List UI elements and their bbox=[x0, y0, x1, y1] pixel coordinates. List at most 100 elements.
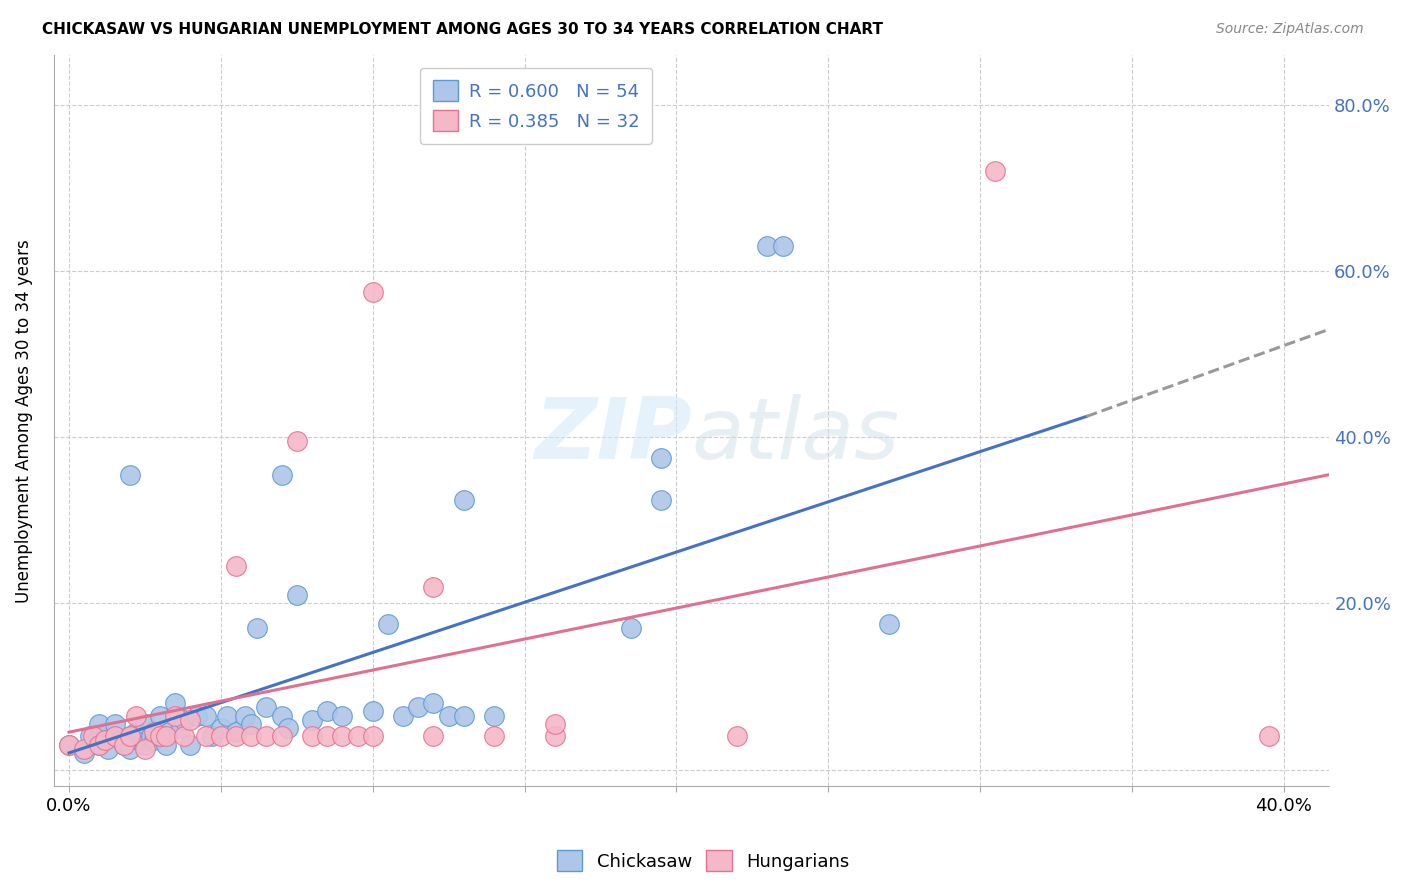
Point bbox=[285, 588, 308, 602]
Point bbox=[173, 713, 195, 727]
Point bbox=[118, 729, 141, 743]
Point bbox=[725, 729, 748, 743]
Point bbox=[155, 738, 177, 752]
Point bbox=[112, 738, 135, 752]
Point bbox=[225, 725, 247, 739]
Point bbox=[165, 708, 187, 723]
Point bbox=[392, 708, 415, 723]
Point bbox=[89, 738, 111, 752]
Point bbox=[73, 746, 96, 760]
Point bbox=[58, 738, 80, 752]
Point bbox=[201, 729, 224, 743]
Point bbox=[422, 729, 444, 743]
Point bbox=[186, 708, 208, 723]
Point bbox=[984, 164, 1007, 178]
Point bbox=[482, 729, 505, 743]
Legend: Chickasaw, Hungarians: Chickasaw, Hungarians bbox=[550, 843, 856, 879]
Point bbox=[179, 713, 201, 727]
Point bbox=[406, 700, 429, 714]
Point bbox=[97, 741, 120, 756]
Point bbox=[73, 741, 96, 756]
Point bbox=[128, 733, 150, 747]
Point bbox=[877, 617, 900, 632]
Point bbox=[482, 708, 505, 723]
Point bbox=[437, 708, 460, 723]
Point bbox=[179, 738, 201, 752]
Point bbox=[422, 696, 444, 710]
Point bbox=[103, 729, 125, 743]
Point bbox=[361, 285, 384, 299]
Point bbox=[620, 621, 643, 635]
Point bbox=[361, 729, 384, 743]
Point bbox=[155, 729, 177, 743]
Point bbox=[544, 716, 567, 731]
Point bbox=[82, 729, 104, 743]
Point bbox=[330, 708, 353, 723]
Point bbox=[118, 741, 141, 756]
Point bbox=[143, 733, 166, 747]
Point bbox=[301, 713, 323, 727]
Point bbox=[254, 729, 277, 743]
Point bbox=[215, 708, 238, 723]
Point bbox=[316, 729, 339, 743]
Point bbox=[170, 721, 193, 735]
Point bbox=[134, 741, 156, 756]
Point bbox=[103, 729, 125, 743]
Point bbox=[94, 733, 117, 747]
Point bbox=[209, 729, 232, 743]
Point bbox=[270, 467, 292, 482]
Point bbox=[453, 708, 475, 723]
Point bbox=[301, 729, 323, 743]
Y-axis label: Unemployment Among Ages 30 to 34 years: Unemployment Among Ages 30 to 34 years bbox=[15, 239, 32, 602]
Point bbox=[422, 580, 444, 594]
Point bbox=[453, 492, 475, 507]
Point bbox=[233, 708, 256, 723]
Point bbox=[246, 621, 269, 635]
Point bbox=[165, 696, 187, 710]
Point bbox=[330, 729, 353, 743]
Point bbox=[143, 725, 166, 739]
Point bbox=[134, 716, 156, 731]
Point bbox=[194, 729, 217, 743]
Point bbox=[270, 729, 292, 743]
Point bbox=[58, 738, 80, 752]
Point bbox=[125, 725, 148, 739]
Point bbox=[377, 617, 399, 632]
Point bbox=[149, 708, 172, 723]
Point bbox=[89, 729, 111, 743]
Point bbox=[94, 733, 117, 747]
Text: Source: ZipAtlas.com: Source: ZipAtlas.com bbox=[1216, 22, 1364, 37]
Point bbox=[225, 559, 247, 574]
Point bbox=[112, 738, 135, 752]
Point bbox=[346, 729, 368, 743]
Point bbox=[110, 733, 132, 747]
Point bbox=[254, 700, 277, 714]
Point bbox=[125, 708, 148, 723]
Point bbox=[89, 738, 111, 752]
Point bbox=[270, 708, 292, 723]
Point bbox=[79, 729, 101, 743]
Point bbox=[149, 729, 172, 743]
Point bbox=[240, 729, 263, 743]
Text: CHICKASAW VS HUNGARIAN UNEMPLOYMENT AMONG AGES 30 TO 34 YEARS CORRELATION CHART: CHICKASAW VS HUNGARIAN UNEMPLOYMENT AMON… bbox=[42, 22, 883, 37]
Point bbox=[650, 450, 672, 465]
Point bbox=[118, 729, 141, 743]
Point bbox=[225, 729, 247, 743]
Point bbox=[316, 705, 339, 719]
Point bbox=[157, 725, 180, 739]
Point bbox=[134, 738, 156, 752]
Point bbox=[361, 705, 384, 719]
Text: atlas: atlas bbox=[692, 393, 900, 476]
Point bbox=[650, 492, 672, 507]
Legend: R = 0.600   N = 54, R = 0.385   N = 32: R = 0.600 N = 54, R = 0.385 N = 32 bbox=[420, 68, 652, 144]
Point bbox=[89, 716, 111, 731]
Point bbox=[139, 729, 162, 743]
Point bbox=[149, 729, 172, 743]
Point bbox=[277, 721, 299, 735]
Text: ZIP: ZIP bbox=[534, 393, 692, 476]
Point bbox=[118, 467, 141, 482]
Point bbox=[209, 721, 232, 735]
Point bbox=[285, 434, 308, 449]
Point bbox=[240, 716, 263, 731]
Point bbox=[544, 729, 567, 743]
